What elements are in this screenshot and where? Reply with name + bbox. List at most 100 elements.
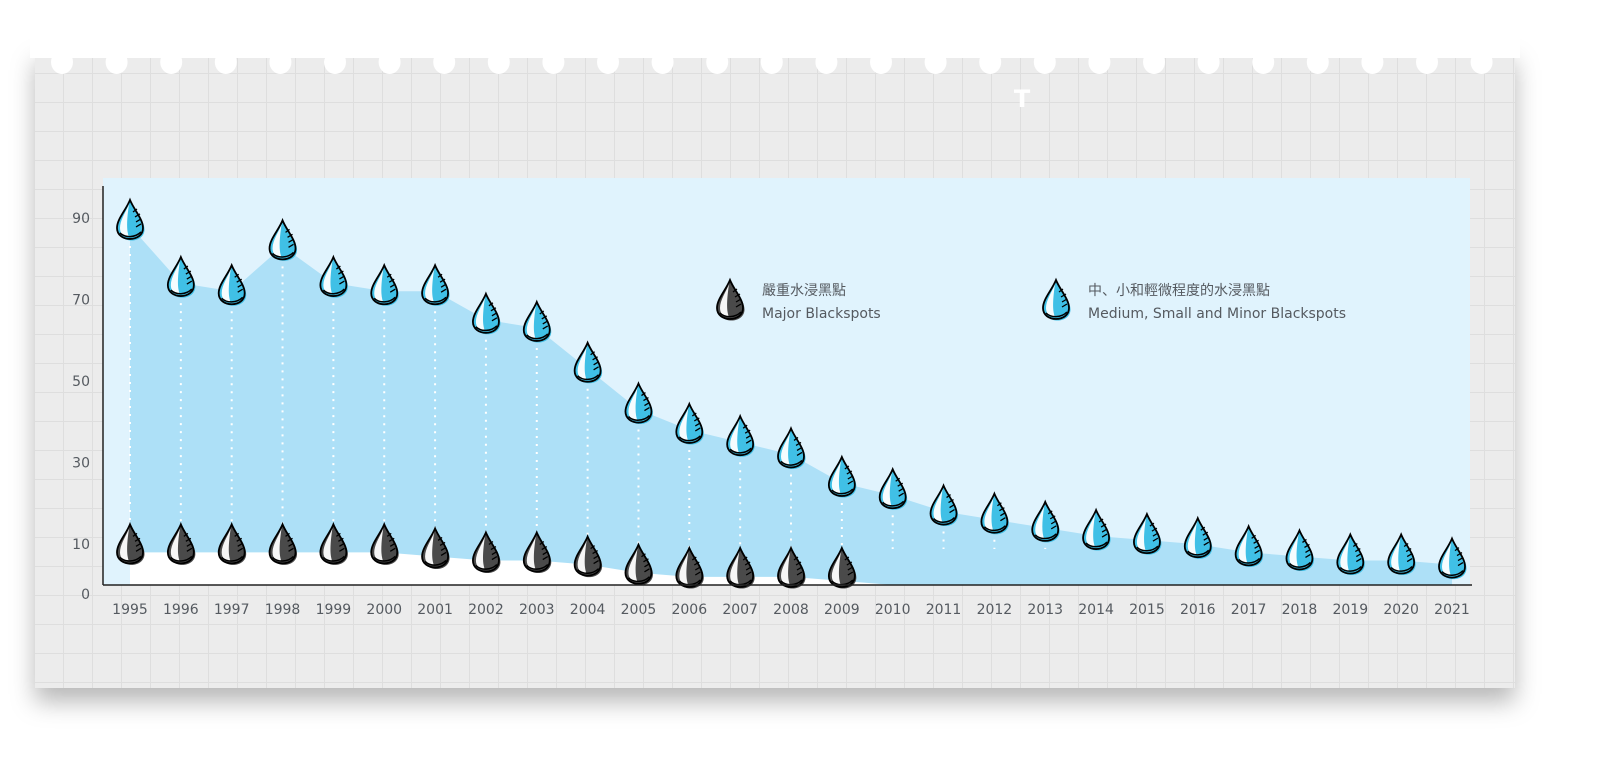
drop-marker-medium (1183, 515, 1213, 559)
paper-hole (378, 50, 401, 74)
paper-hole (1033, 50, 1056, 74)
drop-marker-major (522, 530, 552, 574)
drop-marker-medium (980, 491, 1009, 535)
drop-marker-major (268, 521, 298, 565)
x-tick-label: 1999 (316, 602, 352, 618)
drop-marker-major (573, 534, 603, 578)
x-tick-label: 2001 (417, 602, 453, 618)
x-tick-label: 2017 (1231, 602, 1267, 618)
legend-label-en: Medium, Small and Minor Blackspots (1088, 306, 1346, 322)
drop-marker-medium (166, 254, 196, 298)
drop-marker-medium (1438, 536, 1467, 580)
paper-hole (815, 50, 838, 74)
paper-hole (597, 50, 619, 74)
paper-hole (433, 50, 456, 74)
drop-marker-major (624, 542, 653, 586)
x-tick-label: 2005 (621, 602, 657, 618)
area-medium-small-minor (130, 225, 1452, 585)
legend-label-zh: 嚴重水浸黑點 (762, 283, 846, 299)
x-tick-label: 2007 (722, 602, 758, 618)
drop-marker-major (777, 545, 806, 589)
drop-marker-medium (777, 426, 806, 469)
x-tick-label: 2010 (875, 602, 911, 618)
drop-marker-major (472, 530, 501, 574)
x-tick-label: 2009 (824, 602, 860, 618)
paper-hole (924, 50, 947, 74)
paper-hole (979, 50, 1002, 74)
drop-marker-medium (1133, 511, 1162, 555)
drop-marker-major (370, 521, 399, 565)
drop-marker-major (726, 545, 755, 589)
drop-marker-medium (929, 483, 959, 527)
drop-marker-medium (421, 262, 450, 306)
legend-item-medium: 中、小和輕微程度的水浸黑點 Medium, Small and Minor Bl… (1042, 277, 1346, 322)
paper-hole (269, 50, 292, 74)
drop-marker-medium (319, 254, 348, 298)
x-tick-label: 2002 (468, 602, 504, 618)
drop-marker-medium (573, 340, 603, 384)
drop-marker-medium (217, 262, 247, 306)
drop-marker-major (116, 521, 145, 565)
stray-mark: T (1014, 85, 1031, 113)
x-tick-label: 2018 (1282, 602, 1318, 618)
y-tick-label: 30 (72, 456, 90, 472)
x-tick-label: 1996 (163, 602, 199, 618)
y-tick-label: 10 (72, 537, 90, 553)
drop-marker-medium (726, 413, 755, 457)
x-tick-label: 2008 (773, 602, 809, 618)
y-tick-label: 90 (72, 211, 90, 227)
x-tick-label: 2016 (1180, 602, 1216, 618)
paper-hole (1088, 50, 1111, 74)
paper-hole (51, 50, 73, 74)
drop-marker-medium (878, 466, 908, 510)
paper-hole (542, 50, 565, 74)
paper-hole (324, 50, 346, 74)
paper-hole (760, 50, 783, 74)
legend: 嚴重水浸黑點 Major Blackspots 中、小和輕微程度的水浸黑點 Me… (716, 277, 1346, 322)
drop-marker-medium (522, 299, 552, 343)
drop-marker-medium (624, 381, 653, 425)
paper-hole (1197, 50, 1220, 74)
x-tick-label: 2020 (1383, 602, 1419, 618)
y-tick-label: 50 (72, 374, 90, 390)
drop-marker-major (675, 545, 704, 589)
drop-marker-medium (1082, 507, 1111, 551)
paper-hole (870, 50, 892, 74)
legend-label-zh: 中、小和輕微程度的水浸黑點 (1088, 283, 1270, 299)
paper-hole (1361, 50, 1384, 74)
drop-marker-medium (827, 454, 857, 498)
drop-marker-medium (675, 401, 704, 445)
drop-marker-medium (1031, 499, 1060, 543)
x-tick-label: 2014 (1078, 602, 1114, 618)
x-tick-label: 2003 (519, 602, 555, 618)
drop-icon (716, 277, 745, 321)
paper-hole (1416, 50, 1438, 74)
drop-marker-medium (472, 291, 501, 335)
paper-hole (651, 50, 674, 74)
x-tick-label: 2006 (671, 602, 707, 618)
drop-marker-medium (268, 217, 298, 261)
drop-marker-major (217, 521, 247, 565)
torn-edge (30, 20, 1520, 74)
drop-marker-medium (1336, 532, 1365, 576)
paper-hole (706, 50, 729, 74)
stems (129, 237, 1453, 577)
drop-marker-medium (1387, 532, 1416, 576)
x-tick-label: 2021 (1434, 602, 1470, 618)
legend-label-en: Major Blackspots (762, 306, 881, 322)
paper-hole (1143, 50, 1165, 74)
legend-item-major: 嚴重水浸黑點 Major Blackspots (716, 277, 881, 322)
x-tick-label: 2004 (570, 602, 606, 618)
legend-drop-icon-blue (1042, 277, 1071, 321)
drop-marker-major (166, 521, 196, 565)
paper-hole (487, 50, 510, 74)
x-tick-label: 1997 (214, 602, 250, 618)
drop-marker-major (319, 521, 348, 565)
areas (130, 225, 1452, 585)
x-tick-label: 2013 (1027, 602, 1063, 618)
drop-marker-major (827, 545, 857, 589)
paper-hole (1252, 50, 1275, 74)
drop-icon (1042, 277, 1071, 321)
x-tick-label: 2015 (1129, 602, 1165, 618)
